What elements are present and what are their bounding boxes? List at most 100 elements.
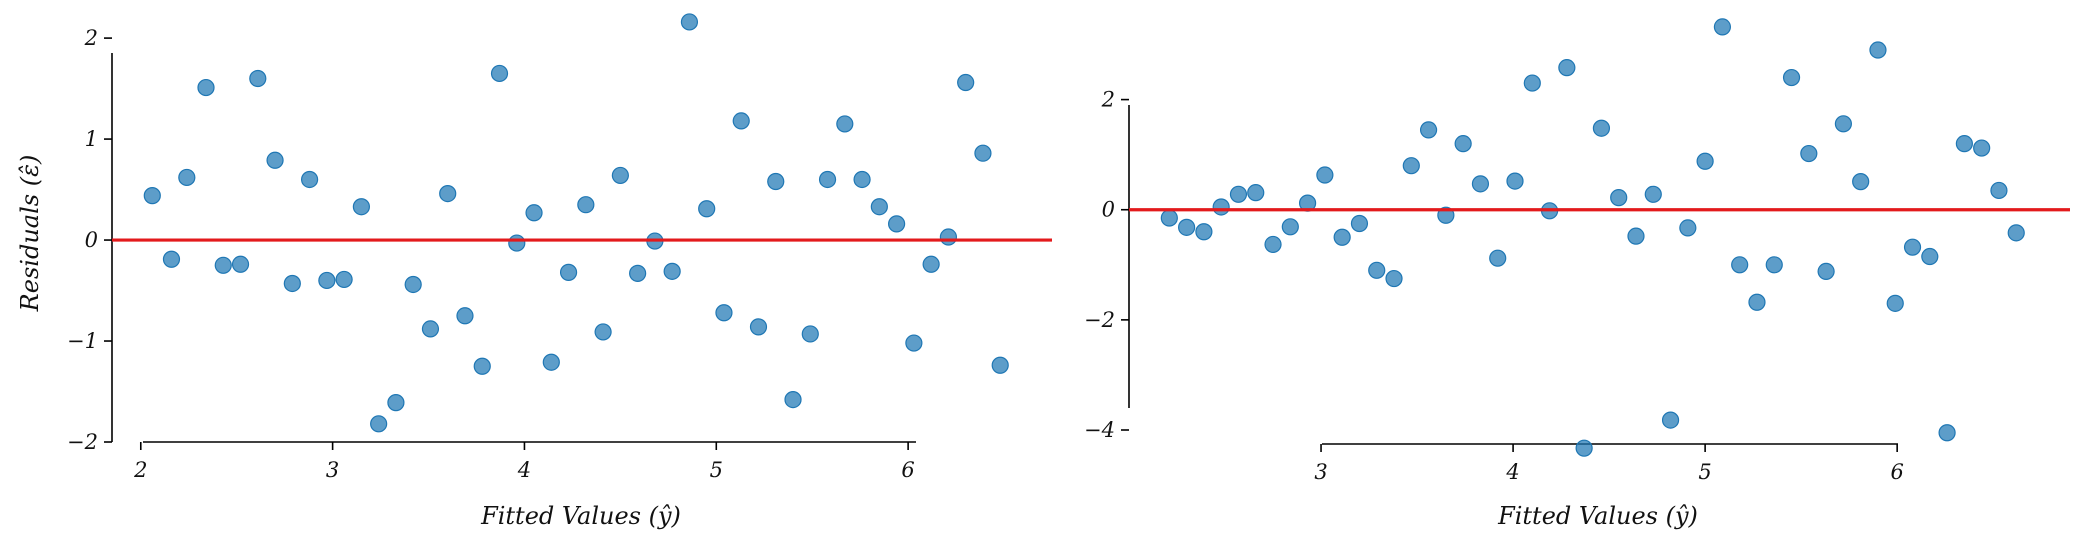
data-point bbox=[853, 170, 871, 189]
data-point bbox=[888, 215, 906, 233]
data-point bbox=[1955, 135, 1973, 153]
data-point bbox=[542, 353, 560, 371]
data-point bbox=[335, 270, 353, 289]
data-point bbox=[1592, 119, 1611, 137]
data-point bbox=[439, 185, 457, 203]
data-point bbox=[1679, 219, 1697, 237]
residual-plot-right: −4 −2 0 2 3 4 5 6 Fitted Values (ŷ) bbox=[1084, 18, 2070, 530]
data-point bbox=[1938, 424, 1956, 442]
data-point bbox=[1506, 172, 1524, 190]
data-point bbox=[611, 166, 629, 185]
y-tick-label: 1 bbox=[85, 127, 98, 151]
data-point bbox=[1886, 294, 1904, 312]
y-tick-label: 2 bbox=[1101, 88, 1115, 112]
data-point bbox=[283, 274, 301, 293]
data-point bbox=[870, 198, 888, 216]
data-point bbox=[1489, 249, 1507, 267]
x-tick-label: 3 bbox=[326, 458, 339, 482]
data-point bbox=[1575, 439, 1593, 457]
data-point bbox=[1195, 223, 1213, 241]
data-point bbox=[1973, 139, 1991, 157]
data-point bbox=[698, 200, 716, 218]
data-point bbox=[1281, 218, 1299, 236]
data-point bbox=[421, 320, 440, 338]
data-point bbox=[784, 390, 802, 409]
data-point bbox=[1782, 68, 1801, 87]
x-axis-title: Fitted Values (ŷ) bbox=[480, 502, 681, 530]
data-point bbox=[594, 323, 612, 341]
data-point bbox=[1852, 173, 1870, 191]
data-point bbox=[214, 256, 232, 274]
data-point bbox=[1731, 256, 1749, 274]
y-axis-title: Residuals (ε̂) bbox=[16, 155, 44, 313]
data-point bbox=[1921, 247, 1939, 266]
data-point bbox=[508, 234, 526, 252]
y-tick-label: 0 bbox=[85, 228, 98, 252]
data-point bbox=[1368, 261, 1386, 279]
data-point bbox=[939, 228, 958, 246]
data-point bbox=[1264, 235, 1282, 254]
x-tick-label: 4 bbox=[517, 458, 531, 482]
x-tick-label: 3 bbox=[1314, 460, 1327, 484]
data-point bbox=[1350, 214, 1369, 233]
x-tick-label: 5 bbox=[710, 458, 723, 482]
x-tick-label: 6 bbox=[901, 458, 914, 482]
y-tick-label: 0 bbox=[1102, 198, 1115, 222]
data-point bbox=[1160, 209, 1178, 227]
data-point bbox=[490, 64, 509, 83]
x-tick-label: 6 bbox=[1890, 460, 1903, 484]
data-point bbox=[991, 356, 1009, 374]
data-point bbox=[1247, 184, 1265, 202]
data-point bbox=[680, 13, 699, 31]
y-tick-label: −4 bbox=[1084, 418, 1115, 442]
data-point bbox=[370, 415, 388, 433]
data-point bbox=[1385, 269, 1403, 288]
x-tick-label: 4 bbox=[1505, 460, 1519, 484]
data-point bbox=[1419, 121, 1438, 139]
data-point bbox=[577, 196, 595, 214]
data-point bbox=[2007, 224, 2025, 242]
data-point bbox=[1903, 238, 1922, 256]
data-point bbox=[300, 170, 319, 189]
data-point bbox=[1713, 18, 1732, 36]
data-point bbox=[1610, 189, 1628, 207]
data-point bbox=[1471, 175, 1490, 193]
data-point bbox=[266, 151, 284, 169]
data-point bbox=[715, 304, 733, 322]
data-point bbox=[318, 271, 336, 290]
data-point bbox=[1696, 152, 1714, 170]
data-point bbox=[1178, 218, 1196, 236]
data-point bbox=[1454, 135, 1472, 153]
data-point bbox=[1558, 59, 1576, 77]
data-point bbox=[922, 255, 940, 273]
data-point bbox=[836, 115, 854, 133]
data-point bbox=[473, 357, 491, 375]
data-point bbox=[629, 264, 647, 282]
data-point bbox=[1333, 228, 1351, 246]
data-point bbox=[1661, 411, 1680, 429]
y-tick-label: −2 bbox=[67, 430, 98, 454]
data-point bbox=[905, 334, 923, 352]
data-point bbox=[404, 275, 422, 294]
data-point bbox=[1316, 166, 1334, 184]
data-point bbox=[1800, 144, 1818, 163]
data-point bbox=[197, 78, 215, 97]
data-point bbox=[1748, 293, 1766, 311]
data-point bbox=[663, 262, 681, 280]
data-point bbox=[1765, 256, 1783, 274]
data-point bbox=[143, 187, 161, 205]
data-point bbox=[1627, 227, 1645, 245]
data-point bbox=[1229, 185, 1248, 203]
x-tick-label: 5 bbox=[1698, 460, 1711, 484]
x-tick-label: 2 bbox=[133, 458, 147, 482]
data-point bbox=[1523, 74, 1541, 92]
data-point bbox=[456, 307, 474, 325]
data-point bbox=[352, 198, 370, 216]
data-point bbox=[801, 325, 819, 343]
data-point bbox=[559, 263, 578, 281]
data-point bbox=[162, 250, 181, 268]
data-point bbox=[1644, 185, 1662, 203]
data-point bbox=[178, 168, 196, 187]
data-point bbox=[249, 69, 267, 88]
